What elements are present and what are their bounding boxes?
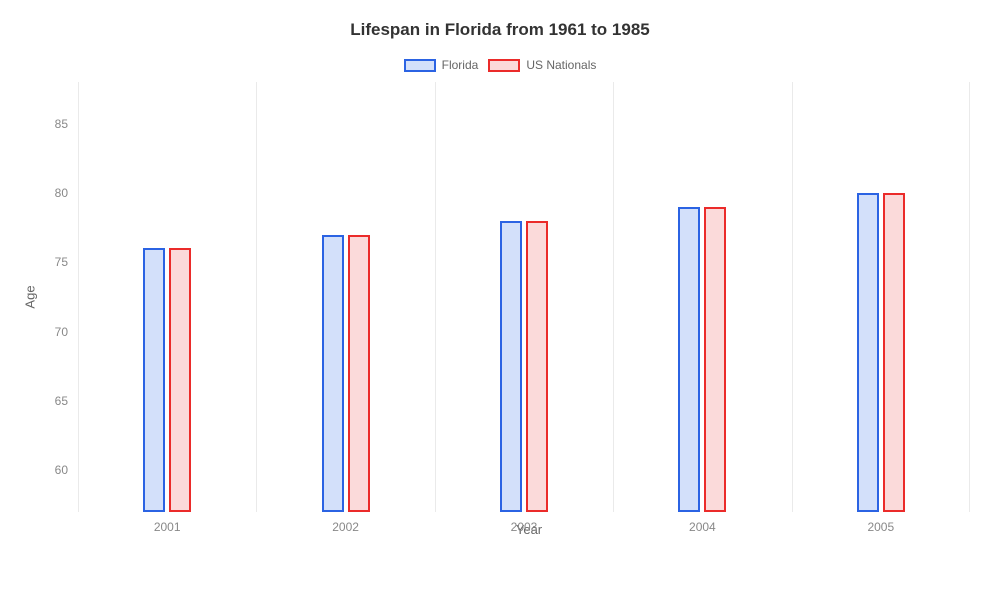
- bar[interactable]: [143, 248, 165, 512]
- legend-item-us-nationals[interactable]: US Nationals: [488, 58, 596, 72]
- y-tick-label: 75: [55, 255, 68, 269]
- bar[interactable]: [857, 193, 879, 512]
- bar[interactable]: [169, 248, 191, 512]
- x-tick-label: 2002: [332, 520, 359, 534]
- legend-swatch-us-nationals: [488, 59, 520, 72]
- y-tick-label: 70: [55, 325, 68, 339]
- bar[interactable]: [348, 235, 370, 512]
- legend-label-florida: Florida: [442, 58, 479, 72]
- y-axis-label: Age: [23, 285, 38, 308]
- bars-layer: [78, 82, 970, 512]
- bar[interactable]: [500, 221, 522, 512]
- bar[interactable]: [526, 221, 548, 512]
- y-tick-label: 65: [55, 394, 68, 408]
- x-tick-label: 2003: [511, 520, 538, 534]
- legend-label-us-nationals: US Nationals: [526, 58, 596, 72]
- chart-title: Lifespan in Florida from 1961 to 1985: [20, 20, 980, 40]
- bar[interactable]: [322, 235, 344, 512]
- x-tick-label: 2004: [689, 520, 716, 534]
- y-tick-label: 85: [55, 117, 68, 131]
- legend-swatch-florida: [404, 59, 436, 72]
- bar[interactable]: [678, 207, 700, 512]
- plot-area: Age 20012002200320042005606570758085: [78, 82, 970, 512]
- legend: Florida US Nationals: [20, 58, 980, 72]
- bar[interactable]: [704, 207, 726, 512]
- y-tick-label: 80: [55, 186, 68, 200]
- x-tick-label: 2005: [867, 520, 894, 534]
- x-tick-label: 2001: [154, 520, 181, 534]
- bar[interactable]: [883, 193, 905, 512]
- legend-item-florida[interactable]: Florida: [404, 58, 479, 72]
- y-tick-label: 60: [55, 463, 68, 477]
- chart-container: Lifespan in Florida from 1961 to 1985 Fl…: [0, 0, 1000, 600]
